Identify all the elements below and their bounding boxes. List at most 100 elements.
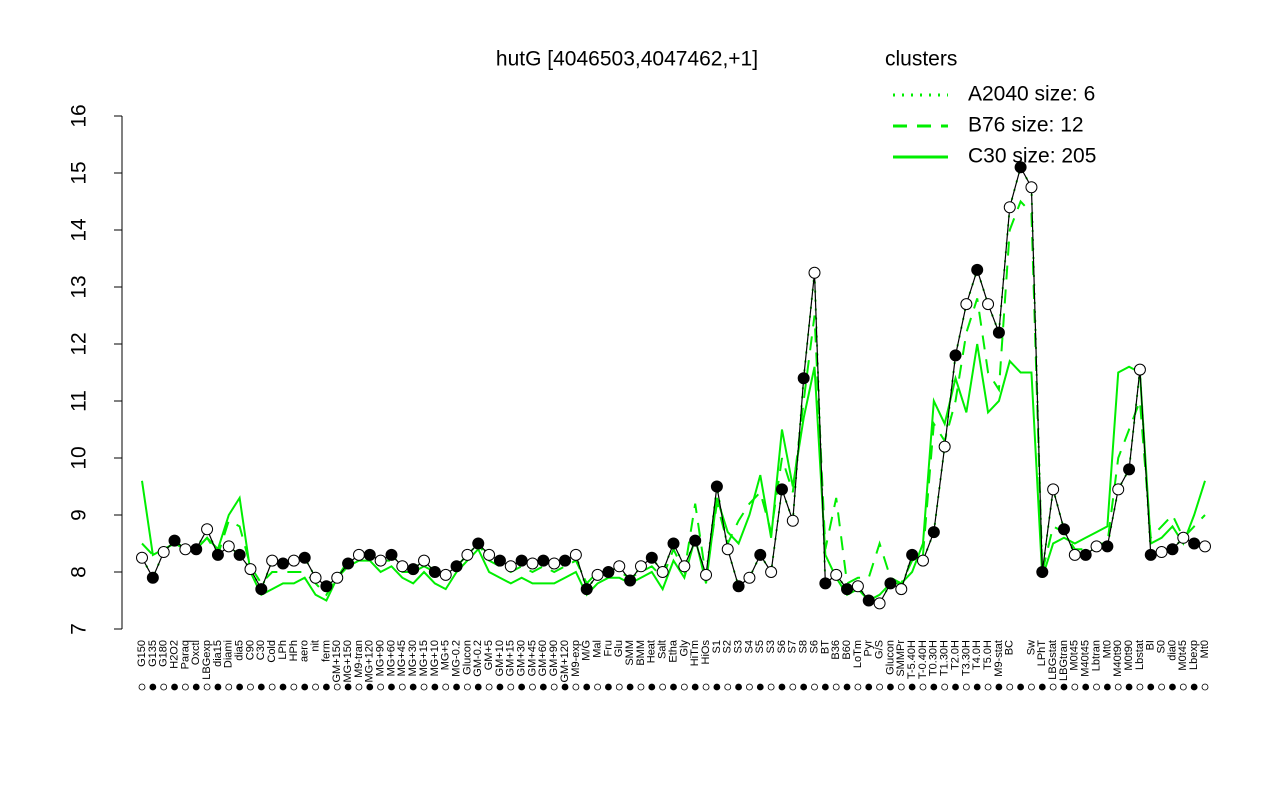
sample-dot [474, 683, 482, 691]
sample-dot [225, 683, 233, 691]
data-point [927, 526, 940, 539]
data-point [146, 571, 159, 584]
sample-dot [420, 683, 428, 691]
x-tick-label: dia5 [234, 640, 246, 661]
data-point [580, 583, 593, 596]
x-tick-label: SMM [624, 640, 636, 666]
data-point [157, 546, 170, 559]
sample-dot [952, 683, 959, 691]
sample-dot [637, 683, 645, 691]
x-tick-label: Glu [613, 640, 625, 657]
data-point [342, 557, 355, 570]
data-point [472, 537, 485, 550]
sample-dot [1179, 683, 1187, 691]
sample-dot [539, 683, 547, 691]
x-tick-label: MG+30 [407, 640, 419, 676]
x-tick-label: Salt [657, 640, 669, 659]
sample-dot [561, 683, 569, 691]
x-tick-label: Etha [667, 639, 679, 663]
sample-dot [1006, 683, 1014, 691]
sample-dot [290, 683, 298, 691]
sample-dot [1060, 683, 1068, 691]
x-tick-label: T3.30H [960, 640, 972, 676]
sample-dot [659, 683, 667, 691]
y-tick-label: 9 [68, 509, 91, 521]
data-point [277, 557, 290, 570]
data-point [667, 537, 680, 550]
sample-dot [496, 683, 504, 691]
x-tick-label: MG+15 [418, 640, 430, 676]
y-tick-label: 15 [68, 161, 91, 184]
sample-dot [160, 683, 168, 691]
sample-dot [355, 683, 363, 691]
x-tick-label: BC [1004, 640, 1016, 655]
x-tick-label: M9-stat [993, 640, 1005, 677]
sample-dot [800, 683, 808, 691]
data-point [515, 554, 528, 567]
legend-label: C30 size: 205 [968, 145, 1096, 168]
sample-dot [811, 683, 818, 691]
sample-dot [1125, 683, 1133, 691]
sample-dot [767, 683, 775, 691]
sample-dot [713, 683, 721, 691]
x-tick-label: MG+45 [396, 640, 408, 676]
data-point [1036, 566, 1049, 578]
x-tick-label: Fru [602, 640, 614, 657]
data-point [1133, 363, 1146, 376]
x-tick-label: Glucon [884, 640, 896, 675]
sample-dot [995, 683, 1003, 691]
sample-dot [464, 683, 471, 691]
x-tick-label: GM-0.2 [472, 640, 484, 677]
x-tick-label: M0t45 [1069, 640, 1081, 671]
x-tick-label: S3 [765, 640, 777, 653]
x-tick-label: MG+120 [364, 640, 376, 683]
sample-dot [854, 683, 862, 691]
data-point [233, 548, 246, 561]
x-tick-label: S6 [776, 640, 788, 653]
data-point [396, 560, 409, 573]
sample-dot [138, 683, 146, 691]
sample-dot [1201, 683, 1209, 691]
sample-dot [724, 683, 732, 691]
sample-dot [648, 683, 656, 691]
data-point [1057, 523, 1070, 536]
y-tick-label: 13 [68, 275, 91, 298]
data-point [1014, 161, 1027, 174]
data-point [982, 298, 995, 311]
x-tick-label: T4.0H [971, 640, 983, 670]
x-tick-label: dia15 [212, 640, 224, 667]
sample-dot [919, 683, 927, 691]
data-point [819, 577, 832, 590]
data-point [559, 554, 572, 567]
x-tick-label: B60 [841, 640, 853, 660]
y-tick-label: 12 [68, 332, 91, 355]
data-point [602, 566, 615, 578]
data-point [483, 548, 496, 561]
sample-dot [171, 683, 178, 691]
sample-dot [236, 683, 244, 691]
sample-dot [832, 683, 840, 691]
y-tick-label: 8 [68, 566, 91, 578]
data-point [385, 548, 398, 561]
data-point [634, 560, 647, 573]
x-tick-label: C30 [255, 640, 267, 660]
sample-dot [312, 683, 319, 691]
x-tick-label: LBGtran [1058, 640, 1070, 681]
sample-dot [930, 683, 938, 691]
x-tick-label: GM+15 [505, 640, 517, 676]
x-tick-label: nit [309, 640, 321, 652]
data-point [190, 543, 203, 556]
sample-dot [529, 683, 536, 691]
sample-dot [789, 683, 797, 691]
sample-dot [702, 683, 710, 691]
data-point [775, 483, 788, 496]
sample-dot [192, 683, 200, 691]
sample-dot [149, 683, 157, 691]
x-tick-label: aero [299, 640, 311, 662]
data-point [374, 554, 387, 567]
x-tick-label: HPh [288, 640, 300, 661]
x-tick-label: BI [1145, 640, 1157, 650]
data-point [743, 571, 756, 584]
data-point [841, 583, 854, 596]
data-point [548, 557, 561, 570]
